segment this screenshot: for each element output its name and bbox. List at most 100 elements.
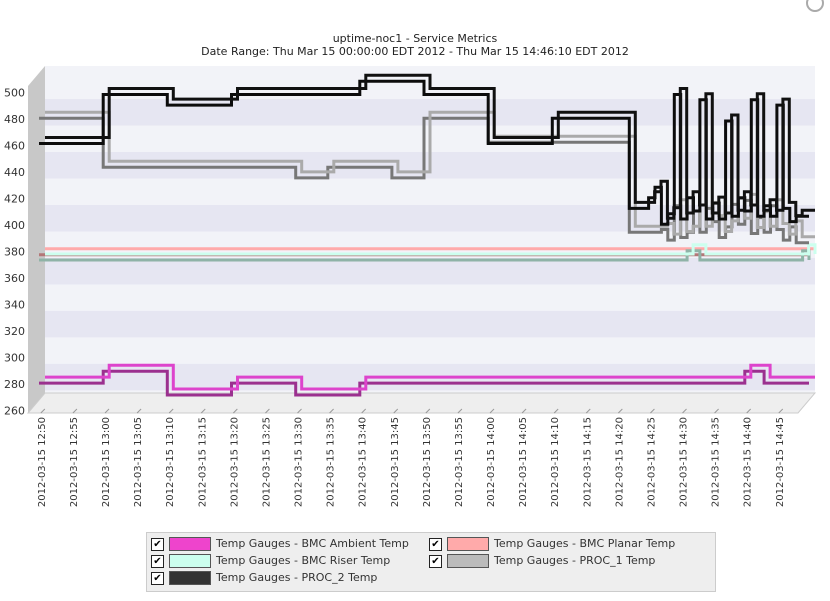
legend-swatch [447,554,489,568]
x-tick-mark [72,408,78,414]
left-wall [28,66,45,413]
series-4 [39,73,815,226]
x-tick-label: 2012-03-15 13:40 [358,417,369,507]
grid-band [45,257,815,285]
x-tick-label: 2012-03-15 13:45 [390,417,401,507]
y-tick-label: 480 [4,113,25,126]
x-tick-mark [265,408,270,414]
x-tick-mark [361,408,367,414]
legend-item-bmc-riser[interactable]: ✔ Temp Gauges - BMC Riser Temp [151,554,429,569]
legend-item-proc2[interactable]: ✔ Temp Gauges - PROC_2 Temp [151,571,429,586]
x-tick-label: 2012-03-15 14:15 [582,417,593,507]
legend-swatch [169,537,211,551]
x-tick-label: 2012-03-15 12:50 [37,417,48,507]
x-tick-mark [232,408,238,414]
y-tick-label: 320 [4,325,25,338]
legend-label: Temp Gauges - PROC_2 Temp [216,571,378,584]
x-tick-mark [682,408,687,414]
chart-legend: ✔ Temp Gauges - BMC Ambient Temp ✔ Temp … [146,532,716,592]
y-tick-label: 300 [4,351,25,364]
x-tick-label: 2012-03-15 13:35 [326,417,337,507]
x-tick-mark [297,408,302,414]
x-tick-mark [778,408,784,414]
x-tick-label: 2012-03-15 14:05 [518,417,529,507]
series-2 [39,243,817,262]
x-tick-label: 2012-03-15 13:00 [101,417,112,507]
series-line [45,110,815,239]
x-tick-mark [521,408,527,414]
x-tick-label: 2012-03-15 13:30 [294,417,305,507]
x-tick-mark [714,408,719,414]
series-line-shadow [39,369,809,397]
y-tick-label: 360 [4,272,25,285]
x-tick-label: 2012-03-15 14:25 [646,417,657,507]
legend-checkbox[interactable]: ✔ [151,572,164,585]
legend-label: Temp Gauges - PROC_1 Temp [494,554,656,567]
x-tick-label: 2012-03-15 13:15 [197,417,208,507]
x-tick-label: 2012-03-15 14:40 [743,417,754,507]
legend-label: Temp Gauges - BMC Planar Temp [494,537,676,550]
grid-band [45,310,815,338]
legend-label: Temp Gauges - BMC Riser Temp [216,554,391,567]
y-tick-label: 500 [4,87,25,100]
x-tick-label: 2012-03-15 14:10 [550,417,561,507]
series-line [45,243,817,256]
y-tick-label: 440 [4,166,25,179]
x-tick-mark [329,408,334,414]
x-tick-label: 2012-03-15 14:35 [711,417,722,507]
refresh-icon[interactable] [806,0,824,12]
y-tick-label: 280 [4,378,25,391]
series-line-shadow [39,116,809,245]
x-tick-mark [650,408,655,414]
legend-item-bmc-planar[interactable]: ✔ Temp Gauges - BMC Planar Temp [429,537,709,552]
x-tick-label: 2012-03-15 13:20 [229,417,240,507]
floor [26,392,817,414]
x-tick-label: 2012-03-15 13:05 [133,417,144,507]
x-tick-mark [617,408,623,414]
legend-item-bmc-ambient[interactable]: ✔ Temp Gauges - BMC Ambient Temp [151,537,429,552]
legend-checkbox[interactable]: ✔ [429,538,442,551]
x-tick-label: 2012-03-15 12:55 [69,417,80,507]
x-tick-mark [168,408,174,414]
x-tick-mark [425,408,431,414]
x-tick-mark [40,408,46,414]
legend-swatch [447,537,489,551]
legend-swatch [169,554,211,568]
x-tick-label: 2012-03-15 13:10 [165,417,176,507]
x-tick-label: 2012-03-15 14:30 [679,417,690,507]
x-tick-label: 2012-03-15 13:55 [454,417,465,507]
y-tick-label: 460 [4,140,25,153]
chart-subtitle: Date Range: Thu Mar 15 00:00:00 EDT 2012… [201,45,629,58]
x-tick-label: 2012-03-15 14:20 [614,417,625,507]
series-line-shadow [39,249,811,262]
legend-checkbox[interactable]: ✔ [151,555,164,568]
y-tick-label: 260 [4,404,25,417]
x-tick-label: 2012-03-15 13:25 [261,417,272,507]
series-line [45,73,815,220]
x-tick-label: 2012-03-15 13:50 [422,417,433,507]
x-tick-mark [489,408,495,414]
legend-checkbox[interactable]: ✔ [429,555,442,568]
x-tick-mark [553,408,559,414]
x-tick-label: 2012-03-15 14:00 [486,417,497,507]
legend-swatch [169,571,211,585]
x-tick-mark [136,408,142,414]
series-line [45,363,815,391]
series-3 [39,110,815,245]
legend-checkbox[interactable]: ✔ [151,538,164,551]
legend-label: Temp Gauges - BMC Ambient Temp [216,537,409,550]
legend-item-proc1[interactable]: ✔ Temp Gauges - PROC_1 Temp [429,554,709,569]
x-tick-mark [746,408,752,414]
x-tick-label: 2012-03-15 14:45 [775,417,786,507]
chart-title: uptime-noc1 - Service Metrics [332,32,498,45]
y-tick-label: 380 [4,245,25,258]
x-tick-mark [104,408,110,414]
y-tick-label: 400 [4,219,25,232]
y-tick-label: 420 [4,193,25,206]
y-tick-label: 340 [4,298,25,311]
x-tick-mark [200,408,206,414]
x-tick-mark [457,408,463,414]
x-tick-mark [393,408,399,414]
chart-canvas: 260 280 300 320 340 360 380 400 420 440 460 480 500 2… [4,66,817,507]
x-tick-mark [585,408,591,414]
